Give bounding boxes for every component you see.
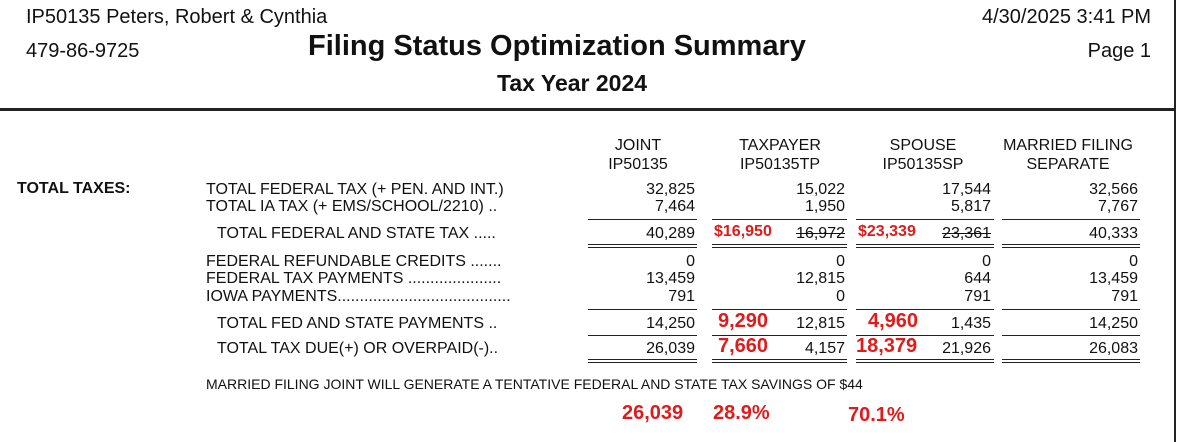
print-datetime: 4/30/2025 3:41 PM (981, 6, 1151, 28)
total-double-rule (712, 359, 847, 360)
cell-iowa-payments-taxpayer: 0 (836, 288, 845, 305)
cell-fed-state-tax-mfs: 40,333 (1089, 225, 1138, 242)
annotation-taxpayer-percent: 28.9% (713, 402, 770, 424)
subtotal-rule (588, 309, 697, 310)
row-label-refundable-credits: FEDERAL REFUNDABLE CREDITS ....... (206, 253, 502, 270)
column-header-spouse: SPOUSE IP50135SP (853, 136, 993, 174)
annotation-tp-tax-due: 7,660 (718, 335, 769, 357)
subtotal-rule (712, 335, 847, 336)
cell-total-payments-taxpayer: 12,815 (796, 315, 845, 332)
total-double-rule (588, 359, 697, 360)
cell-fed-state-tax-joint: 40,289 (646, 225, 695, 242)
annotation-sp-tax-adjusted: $23,339 (858, 223, 916, 240)
cell-total-payments-joint: 14,250 (646, 315, 695, 332)
cell-fed-tax-joint: 32,825 (646, 181, 695, 198)
annotation-joint-total: 26,039 (622, 402, 684, 424)
cell-fed-tax-spouse: 17,544 (942, 181, 991, 198)
cell-ia-tax-taxpayer: 1,950 (804, 198, 845, 215)
page-title: Filing Status Optimization Summary (308, 30, 806, 62)
subtotal-rule (712, 219, 847, 220)
page-right-border (1174, 0, 1176, 442)
total-double-rule (1002, 247, 1140, 248)
cell-ia-tax-mfs: 7,767 (1097, 198, 1138, 215)
page-number: Page 1 (1087, 40, 1151, 62)
cell-refundable-taxpayer: 0 (836, 253, 845, 270)
total-double-rule (1002, 362, 1140, 363)
page-subtitle: Tax Year 2024 (497, 70, 648, 96)
cell-fed-tax-mfs: 32,566 (1089, 181, 1138, 198)
row-label-fed-tax: TOTAL FEDERAL TAX (+ PEN. AND INT.) (206, 181, 504, 198)
row-label-fed-payments: FEDERAL TAX PAYMENTS ...................… (206, 270, 502, 287)
row-label-tax-due: TOTAL TAX DUE(+) OR OVERPAID(-).. (217, 340, 499, 357)
annotation-spouse-percent: 70.1% (848, 404, 905, 426)
total-double-rule (856, 247, 994, 248)
column-header-line2: SEPARATE (1026, 156, 1110, 173)
annotation-sp-payments: 4,960 (868, 310, 919, 332)
total-double-rule (856, 244, 994, 245)
total-double-rule (588, 244, 697, 245)
column-header-line1: SPOUSE (889, 137, 957, 154)
cell-fed-payments-taxpayer: 12,815 (796, 270, 845, 287)
cell-iowa-payments-mfs: 791 (1111, 288, 1138, 305)
subtotal-rule (856, 219, 994, 220)
cell-tax-due-taxpayer: 4,157 (804, 340, 845, 357)
column-header-taxpayer: TAXPAYER IP50135TP (720, 136, 840, 174)
savings-note: MARRIED FILING JOINT WILL GENERATE A TEN… (206, 376, 863, 392)
header-divider (0, 108, 1176, 111)
subtotal-rule (856, 309, 994, 310)
row-label-total-payments: TOTAL FED AND STATE PAYMENTS .. (217, 315, 498, 332)
subtotal-rule (856, 335, 994, 336)
cell-ia-tax-joint: 7,464 (654, 198, 695, 215)
total-double-rule (856, 359, 994, 360)
cell-iowa-payments-spouse: 791 (964, 288, 991, 305)
cell-fed-state-tax-spouse: 23,361 (942, 225, 991, 242)
cell-fed-payments-mfs: 13,459 (1089, 270, 1138, 287)
column-header-line1: TAXPAYER (739, 137, 821, 154)
cell-tax-due-mfs: 26,083 (1089, 340, 1138, 357)
column-header-joint: JOINT IP50135 (583, 136, 693, 174)
client-name: IP50135 Peters, Robert & Cynthia (26, 6, 328, 28)
column-header-mfs: MARRIED FILING SEPARATE (988, 136, 1148, 174)
total-double-rule (712, 362, 847, 363)
total-double-rule (1002, 359, 1140, 360)
subtotal-rule (1002, 335, 1140, 336)
cell-refundable-spouse: 0 (982, 253, 991, 270)
cell-ia-tax-spouse: 5,817 (950, 198, 991, 215)
cell-total-payments-mfs: 14,250 (1089, 315, 1138, 332)
column-header-line1: MARRIED FILING (1003, 137, 1133, 154)
row-label-fed-state-tax: TOTAL FEDERAL AND STATE TAX ..... (217, 225, 496, 242)
cell-fed-payments-joint: 13,459 (646, 270, 695, 287)
total-double-rule (712, 244, 847, 245)
column-header-line2: IP50135TP (739, 156, 821, 173)
annotation-sp-tax-due: 18,379 (856, 335, 918, 357)
subtotal-rule (712, 309, 847, 310)
section-label-total-taxes: TOTAL TAXES: (17, 180, 131, 197)
column-header-line1: JOINT (614, 137, 662, 154)
cell-fed-state-tax-taxpayer: 16,972 (796, 225, 845, 242)
cell-refundable-mfs: 0 (1129, 253, 1138, 270)
subtotal-rule (1002, 219, 1140, 220)
total-double-rule (712, 247, 847, 248)
cell-total-payments-spouse: 1,435 (950, 315, 991, 332)
cell-refundable-joint: 0 (686, 253, 695, 270)
annotation-tp-payments: 9,290 (718, 310, 769, 332)
total-double-rule (1002, 244, 1140, 245)
cell-iowa-payments-joint: 791 (668, 288, 695, 305)
total-double-rule (588, 247, 697, 248)
subtotal-rule (588, 219, 697, 220)
row-label-ia-tax: TOTAL IA TAX (+ EMS/SCHOOL/2210) .. (206, 198, 498, 215)
subtotal-rule (588, 335, 697, 336)
cell-fed-tax-taxpayer: 15,022 (796, 181, 845, 198)
row-label-iowa-payments: IOWA PAYMENTS...........................… (206, 288, 511, 305)
annotation-tp-tax-adjusted: $16,950 (714, 223, 772, 240)
cell-tax-due-joint: 26,039 (646, 340, 695, 357)
column-header-line2: IP50135SP (882, 156, 964, 173)
total-double-rule (588, 362, 697, 363)
column-header-line2: IP50135 (608, 156, 668, 173)
total-double-rule (856, 362, 994, 363)
client-ssn: 479-86-9725 (26, 40, 140, 62)
cell-tax-due-spouse: 21,926 (942, 340, 991, 357)
cell-fed-payments-spouse: 644 (964, 270, 991, 287)
subtotal-rule (1002, 309, 1140, 310)
